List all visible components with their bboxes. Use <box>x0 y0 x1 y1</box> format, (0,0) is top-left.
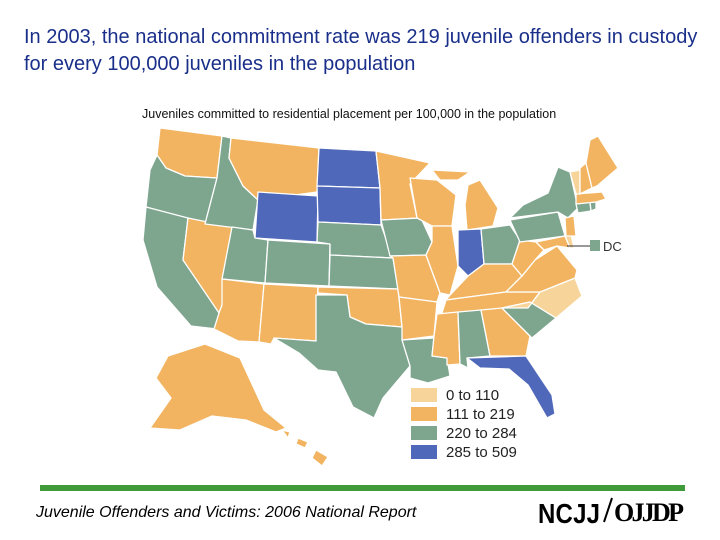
state-alaska <box>149 343 287 433</box>
legend-swatch-4 <box>411 445 437 459</box>
ncjj-logo-text: NCJJ <box>538 500 600 526</box>
legend-label-3: 220 to 284 <box>446 425 517 442</box>
state-arkansas <box>398 296 438 341</box>
state-michigan <box>431 169 499 231</box>
footer-rule <box>40 485 685 491</box>
state-mississippi <box>431 311 461 366</box>
state-new-york <box>509 166 579 219</box>
state-north-dakota <box>316 147 381 189</box>
legend-swatch-2 <box>411 407 437 421</box>
report-title: Juvenile Offenders and Victims: 2006 Nat… <box>36 504 417 521</box>
state-massachusetts <box>575 191 607 205</box>
page-title: In 2003, the national commitment rate wa… <box>24 26 698 75</box>
dc-label: DC <box>603 239 622 254</box>
legend-swatch-1 <box>411 388 437 402</box>
state-wyoming <box>254 191 319 243</box>
state-georgia <box>480 307 531 357</box>
legend-label-1: 0 to 110 <box>446 387 499 404</box>
state-new-mexico <box>258 283 319 345</box>
state-new-jersey <box>564 215 577 237</box>
legend-swatch-3 <box>411 426 437 440</box>
ojjdp-logo-text: OJJDP <box>614 498 684 526</box>
ncjj-ojjdp-logo: NCJJ OJJDP <box>538 492 688 529</box>
state-maryland <box>535 235 571 251</box>
state-virginia <box>505 245 578 293</box>
state-colorado <box>264 239 331 287</box>
dc-swatch <box>590 240 600 251</box>
state-maine <box>585 135 619 189</box>
state-rhode-island <box>589 201 597 212</box>
state-iowa <box>380 217 433 257</box>
state-kansas <box>328 254 399 290</box>
map-title: Juveniles committed to residential place… <box>142 107 557 121</box>
state-arizona <box>213 278 265 343</box>
state-illinois <box>425 225 459 296</box>
state-hawaii <box>281 429 329 467</box>
state-texas <box>273 294 411 419</box>
legend-label-2: 111 to 219 <box>446 406 515 423</box>
state-south-dakota <box>316 185 382 226</box>
state-florida <box>466 355 556 419</box>
legend-label-4: 285 to 509 <box>446 444 517 461</box>
map-legend: 0 to 110 111 to 219 220 to 284 285 to 50… <box>411 387 517 461</box>
